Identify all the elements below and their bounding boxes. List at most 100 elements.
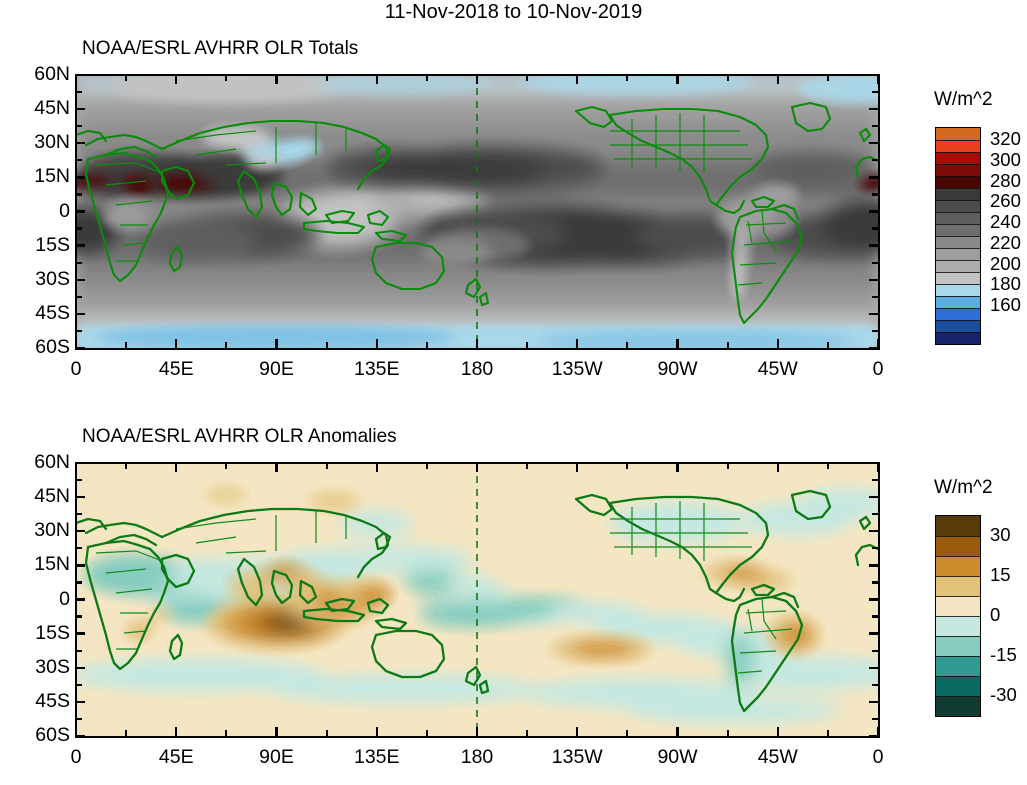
- x-axis-tick: [576, 339, 579, 348]
- colorbar-tick-label: 200: [990, 252, 1021, 274]
- colorbar-band: [936, 296, 980, 308]
- colorbar-band-divider: [936, 576, 980, 577]
- x-axis-tick: [776, 339, 779, 348]
- y-axis-tick: [76, 700, 85, 704]
- colorbar-totals: [935, 127, 981, 345]
- x-axis-minor-tick: [826, 342, 829, 348]
- colorbar-band-divider: [936, 248, 980, 249]
- colorbar-band: [936, 636, 980, 656]
- map-anomalies-svg: [76, 463, 878, 736]
- colorbar-tick-label: 220: [990, 231, 1021, 253]
- y-axis-minor-tick: [872, 193, 878, 196]
- colorbar-band: [936, 224, 980, 236]
- y-axis-tick: [76, 210, 85, 213]
- y-axis-minor-tick: [872, 513, 878, 516]
- x-axis-tick: [676, 339, 679, 348]
- y-axis-tick: [869, 278, 878, 281]
- x-axis-tick: [676, 463, 679, 472]
- x-axis-minor-tick: [125, 463, 128, 469]
- colorbar-band: [936, 676, 980, 696]
- y-axis-minor-tick: [76, 90, 82, 94]
- x-axis-minor-tick: [726, 463, 729, 469]
- x-axis-minor-tick: [225, 730, 228, 736]
- colorbar-band-divider: [936, 163, 980, 165]
- x-axis-tick: [576, 463, 579, 472]
- y-axis-label: 60S: [35, 336, 70, 358]
- y-axis-tick: [869, 244, 878, 247]
- colorbar-band-divider: [936, 199, 980, 201]
- colorbar-band-divider: [936, 556, 980, 557]
- x-axis-label: 0: [70, 746, 82, 768]
- y-axis-tick: [76, 734, 85, 738]
- colorbar-band: [936, 536, 980, 556]
- colorbar-band-divider: [936, 271, 980, 273]
- x-axis-minor-tick: [125, 342, 128, 348]
- colorbar-band-divider: [936, 636, 980, 637]
- y-axis-minor-tick: [76, 329, 82, 333]
- colorbar-band-divider: [936, 332, 980, 333]
- x-axis-tick: [576, 75, 579, 84]
- colorbar-tick-label: -30: [990, 684, 1017, 705]
- y-axis-tick: [76, 176, 85, 179]
- x-axis-minor-tick: [526, 463, 529, 469]
- x-axis-label: 90E: [259, 746, 294, 768]
- y-axis-minor-tick: [872, 261, 878, 264]
- x-axis-tick: [475, 727, 479, 736]
- colorbar-band: [936, 163, 980, 176]
- colorbar-band-divider: [936, 284, 980, 285]
- colorbar-band-divider: [936, 152, 980, 153]
- x-axis-tick: [475, 339, 479, 348]
- colorbar-band: [936, 260, 980, 272]
- y-axis-minor-tick: [76, 547, 82, 550]
- x-axis-label: 0: [70, 358, 82, 380]
- colorbar-band: [936, 320, 980, 332]
- x-axis-label: 135W: [551, 746, 603, 768]
- y-axis-label: 45N: [34, 485, 70, 508]
- x-axis-tick: [475, 75, 479, 84]
- x-axis-minor-tick: [225, 342, 228, 348]
- x-axis-tick: [876, 339, 880, 348]
- y-axis-minor-tick: [872, 683, 878, 686]
- y-axis-tick: [76, 73, 85, 77]
- colorbar-band-divider: [936, 140, 980, 141]
- colorbar-band: [936, 271, 980, 284]
- colorbar-tick-label: 260: [990, 190, 1021, 212]
- y-axis-tick: [76, 530, 85, 533]
- y-axis-tick: [869, 530, 878, 533]
- y-axis-tick: [76, 666, 85, 669]
- y-axis-label: 30S: [35, 655, 70, 678]
- x-axis-tick: [175, 339, 178, 348]
- colorbar-tick-label: 320: [990, 128, 1021, 149]
- y-axis-label: 45S: [35, 301, 70, 324]
- colorbar-tick-label: 160: [990, 294, 1021, 316]
- y-axis-minor-tick: [76, 717, 82, 721]
- y-axis-tick: [76, 107, 85, 111]
- x-axis-minor-tick: [325, 730, 328, 736]
- x-axis-tick: [876, 75, 880, 84]
- map-anomalies: [76, 463, 878, 736]
- y-axis-tick: [76, 495, 85, 499]
- y-axis-minor-tick: [76, 159, 82, 162]
- x-axis-label: 135E: [353, 746, 400, 768]
- x-axis-label: 180: [460, 358, 494, 380]
- colorbar-band: [936, 176, 980, 188]
- y-axis-tick: [869, 73, 878, 77]
- y-axis-label: 45S: [35, 689, 70, 712]
- x-axis-minor-tick: [325, 463, 328, 469]
- colorbar-band: [936, 188, 980, 200]
- colorbar-band: [936, 696, 980, 716]
- y-axis-label: 15S: [35, 621, 70, 644]
- x-axis-minor-tick: [626, 730, 629, 736]
- x-axis-tick: [375, 727, 378, 736]
- x-axis-tick: [375, 75, 378, 84]
- x-axis-minor-tick: [425, 463, 428, 469]
- x-axis-label: 0: [872, 358, 884, 380]
- y-axis-minor-tick: [872, 649, 878, 652]
- y-axis-label: 60N: [34, 451, 70, 473]
- x-axis-tick: [74, 75, 78, 84]
- map-totals: [76, 75, 878, 348]
- x-axis-tick: [876, 463, 880, 472]
- colorbar-units-totals: W/m^2: [934, 89, 993, 110]
- x-axis-tick: [175, 463, 178, 472]
- x-axis-minor-tick: [626, 342, 629, 348]
